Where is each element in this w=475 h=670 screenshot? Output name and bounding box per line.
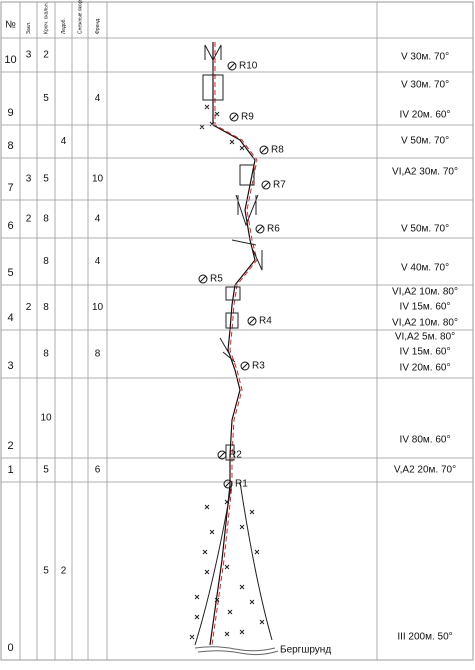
- anchor-label: R4: [259, 316, 272, 327]
- pitch-description: VI,A2 5м. 80°: [395, 332, 455, 343]
- gear-count: 4: [95, 93, 101, 104]
- pitch-number: 7: [7, 182, 13, 194]
- anchor-symbol: [229, 112, 239, 122]
- gear-count: 8: [95, 349, 101, 360]
- gear-count: 4: [95, 214, 101, 225]
- gear-count: 3: [26, 50, 32, 61]
- pitch-description: VI,A2 10м. 80°: [392, 287, 458, 298]
- anchor-label: R6: [267, 224, 280, 235]
- anchor-label: R1: [235, 479, 248, 490]
- anchor-slash: [248, 317, 256, 325]
- gear-count: 6: [95, 465, 101, 476]
- pitch-number: 3: [7, 360, 13, 372]
- pitch-description: VI,A2 30м. 70°: [392, 167, 458, 178]
- anchor-slash: [218, 451, 226, 459]
- pitch-description: V 50м. 70°: [401, 224, 449, 235]
- gear-count: 8: [43, 214, 49, 225]
- pitch-number: 4: [7, 312, 13, 324]
- anchor-symbol: [247, 316, 257, 326]
- pitch-number: 6: [7, 220, 13, 232]
- anchor-symbol: [259, 145, 269, 155]
- gear-count: 3: [26, 174, 32, 185]
- gear-count: 5: [43, 566, 49, 577]
- gear-count: 8: [43, 256, 49, 267]
- anchor-label: R10: [239, 61, 258, 72]
- gear-count: 8: [43, 302, 49, 313]
- pitch-description: IV 15м. 60°: [400, 302, 451, 313]
- anchor-slash: [230, 113, 238, 121]
- gear-count: 10: [40, 413, 52, 424]
- header: Снежные якоря: [77, 0, 83, 34]
- header: №: [5, 20, 16, 31]
- pitch-description: V 30м. 70°: [401, 52, 449, 63]
- snow-cone: [194, 481, 273, 646]
- pitch-number: 5: [7, 267, 13, 279]
- gear-count: 5: [43, 174, 49, 185]
- anchor-label: R5: [210, 274, 223, 285]
- pitch-description: IV 20м. 60°: [400, 110, 451, 121]
- pitch-description: IV 15м. 60°: [400, 347, 451, 358]
- anchor-label: R9: [241, 112, 254, 123]
- bergschrund-lines: [194, 646, 279, 656]
- pitch-description: IV 80м. 60°: [400, 435, 451, 446]
- gear-count: 4: [61, 136, 67, 147]
- bergschrund-label: Бергшрунд: [280, 645, 331, 656]
- gear-count: 5: [43, 93, 49, 104]
- gear-count: 2: [26, 302, 32, 313]
- anchor-label: R3: [252, 361, 265, 372]
- anchor-slash: [224, 480, 232, 488]
- header: Френд.: [95, 18, 101, 34]
- anchor-symbol: [261, 180, 271, 190]
- pitch-number: 0: [7, 642, 13, 654]
- pitch-number: 9: [7, 107, 13, 119]
- anchor-symbol: [217, 450, 227, 460]
- pitch-description: III 200м. 50°: [397, 632, 452, 643]
- gear-count: 4: [95, 256, 101, 267]
- gear-count: 8: [43, 349, 49, 360]
- anchor-slash: [199, 275, 207, 283]
- gear-count: 2: [26, 214, 32, 225]
- header: Закл.: [26, 22, 32, 34]
- anchor-symbol: [240, 361, 250, 371]
- route-dashed: [211, 42, 258, 646]
- pitch-number: 10: [4, 54, 16, 66]
- gear-count: 10: [92, 174, 104, 185]
- anchor-slash: [256, 225, 264, 233]
- anchor-slash: [241, 362, 249, 370]
- gear-count: 2: [43, 50, 49, 61]
- pitch-icons: [202, 44, 263, 461]
- header: Ледоб.: [61, 18, 67, 34]
- pitch-number: 2: [7, 440, 13, 452]
- anchor-label: R8: [271, 145, 284, 156]
- pitch-description: V 40м. 70°: [401, 263, 449, 274]
- gear-count: 10: [92, 302, 104, 313]
- pitch-description: V,A2 20м. 70°: [394, 465, 456, 476]
- pitch-number: 8: [7, 140, 13, 152]
- pitch-description: IV 20м. 60°: [400, 363, 451, 374]
- route-line: [209, 42, 256, 646]
- snow-crosses: [189, 104, 265, 640]
- pitch-number: 1: [7, 464, 13, 476]
- anchor-label: R2: [229, 450, 242, 461]
- header: Крюч. скальн.: [43, 2, 49, 34]
- anchor-slash: [262, 181, 270, 189]
- pitch-description: V 30м. 70°: [401, 80, 449, 91]
- pitch-description: V 50м. 70°: [401, 136, 449, 147]
- gear-count: 5: [43, 465, 49, 476]
- route: [189, 42, 279, 656]
- anchor-label: R7: [273, 180, 286, 191]
- anchor-symbol: [198, 274, 208, 284]
- pitch-description: VI,A2 10м. 80°: [392, 318, 458, 329]
- anchor-symbol: [223, 479, 233, 489]
- anchor-slash: [260, 146, 268, 154]
- gear-count: 2: [61, 566, 67, 577]
- anchor-symbol: [227, 61, 237, 71]
- anchor-symbol: [255, 224, 265, 234]
- anchor-slash: [228, 62, 236, 70]
